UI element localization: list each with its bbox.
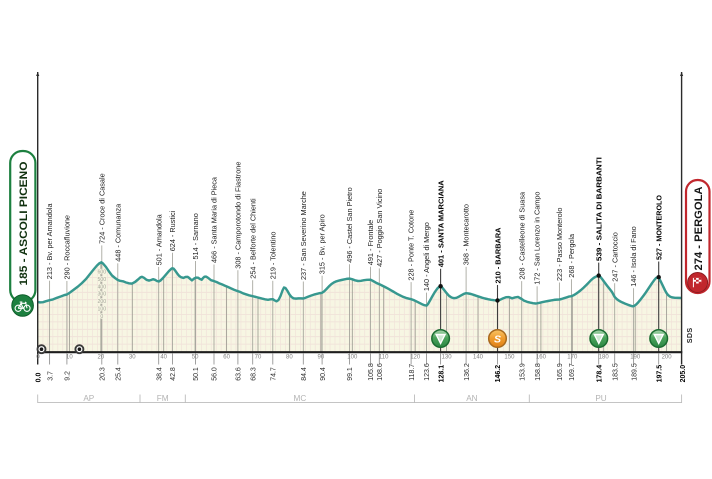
svg-text:448 - Comunanza: 448 - Comunanza bbox=[113, 203, 122, 262]
svg-text:308 - Camporotondo di Fiastron: 308 - Camporotondo di Fiastrone bbox=[234, 162, 243, 269]
svg-text:S: S bbox=[494, 333, 501, 345]
svg-text:290 - Roccafluvione: 290 - Roccafluvione bbox=[63, 215, 72, 280]
svg-text:30: 30 bbox=[129, 355, 136, 361]
svg-text:172 - San Lorenzo in Campo: 172 - San Lorenzo in Campo bbox=[533, 192, 542, 285]
svg-text:491 - Frontale: 491 - Frontale bbox=[366, 220, 375, 265]
svg-text:158.8: 158.8 bbox=[535, 363, 542, 381]
svg-text:219 - Tolentino: 219 - Tolentino bbox=[268, 232, 277, 280]
svg-text:401 - SANTA MARCIANA: 401 - SANTA MARCIANA bbox=[437, 180, 446, 268]
svg-text:118.7: 118.7 bbox=[409, 364, 416, 381]
svg-text:56.0: 56.0 bbox=[212, 367, 219, 381]
svg-text:501 - Amandola: 501 - Amandola bbox=[154, 213, 163, 265]
svg-text:105.8: 105.8 bbox=[368, 363, 375, 381]
svg-text:514 - Sarnano: 514 - Sarnano bbox=[191, 213, 200, 259]
svg-text:527 - MONTEROLO: 527 - MONTEROLO bbox=[655, 195, 664, 260]
svg-text:42.8: 42.8 bbox=[170, 367, 177, 381]
svg-text:190: 190 bbox=[630, 355, 641, 361]
svg-text:223 - Passo Monterolo: 223 - Passo Monterolo bbox=[555, 208, 564, 281]
svg-text:496 - Castel San Pietro: 496 - Castel San Pietro bbox=[345, 187, 354, 262]
svg-text:20: 20 bbox=[98, 355, 105, 361]
svg-text:25.4: 25.4 bbox=[116, 367, 123, 381]
svg-text:123.6: 123.6 bbox=[424, 363, 431, 381]
svg-text:50.1: 50.1 bbox=[193, 367, 200, 381]
svg-text:228 - Ponte T. Cotone: 228 - Ponte T. Cotone bbox=[407, 210, 416, 281]
svg-text:724 - Croce di Casale: 724 - Croce di Casale bbox=[97, 173, 106, 244]
svg-text:60: 60 bbox=[223, 355, 230, 361]
svg-text:160: 160 bbox=[536, 355, 547, 361]
svg-text:80: 80 bbox=[286, 355, 293, 361]
svg-text:0.0: 0.0 bbox=[36, 373, 43, 383]
svg-text:99.1: 99.1 bbox=[347, 367, 354, 381]
svg-text:110: 110 bbox=[379, 355, 389, 361]
svg-text:500: 500 bbox=[97, 277, 106, 283]
svg-text:9.2: 9.2 bbox=[65, 371, 72, 381]
svg-text:624 - Rustici: 624 - Rustici bbox=[168, 210, 177, 251]
svg-text:300: 300 bbox=[97, 292, 106, 298]
svg-text:AP: AP bbox=[83, 394, 94, 403]
svg-text:237 - San Severino Marche: 237 - San Severino Marche bbox=[299, 191, 308, 280]
svg-text:136.2: 136.2 bbox=[464, 363, 471, 381]
svg-text:68.3: 68.3 bbox=[250, 367, 257, 381]
svg-text:MC: MC bbox=[294, 394, 307, 403]
svg-text:213 - Bv. per Amandola: 213 - Bv. per Amandola bbox=[45, 203, 54, 280]
svg-text:130: 130 bbox=[442, 355, 453, 361]
svg-text:100: 100 bbox=[97, 307, 106, 313]
svg-text:268 - Pergola: 268 - Pergola bbox=[567, 233, 576, 278]
svg-text:208 - Castelleone di Suasa: 208 - Castelleone di Suasa bbox=[517, 191, 526, 280]
svg-text:150: 150 bbox=[504, 355, 515, 361]
svg-text:210 - BARBARA: 210 - BARBARA bbox=[493, 227, 502, 284]
svg-text:38.4: 38.4 bbox=[156, 367, 163, 381]
svg-text:274 - PERGOLA: 274 - PERGOLA bbox=[693, 187, 705, 271]
svg-text:0: 0 bbox=[36, 355, 40, 361]
svg-text:140 - Angeli di Mergo: 140 - Angeli di Mergo bbox=[422, 222, 431, 291]
svg-text:180: 180 bbox=[599, 355, 610, 361]
svg-text:600: 600 bbox=[97, 270, 106, 276]
svg-text:70: 70 bbox=[255, 355, 262, 361]
svg-text:AN: AN bbox=[466, 394, 477, 403]
svg-text:200: 200 bbox=[97, 299, 106, 305]
svg-text:84.4: 84.4 bbox=[301, 367, 308, 381]
svg-text:63.6: 63.6 bbox=[236, 367, 243, 381]
svg-text:165.9: 165.9 bbox=[557, 363, 564, 381]
svg-text:120: 120 bbox=[410, 355, 421, 361]
svg-text:20.3: 20.3 bbox=[100, 367, 107, 381]
svg-text:185 - ASCOLI PICENO: 185 - ASCOLI PICENO bbox=[18, 161, 30, 285]
svg-text:200: 200 bbox=[662, 355, 673, 361]
svg-text:178.4: 178.4 bbox=[596, 365, 603, 383]
svg-text:400: 400 bbox=[97, 284, 106, 290]
svg-text:427 - Poggio San Vicino: 427 - Poggio San Vicino bbox=[375, 189, 384, 267]
svg-text:40: 40 bbox=[160, 355, 167, 361]
svg-text:90.4: 90.4 bbox=[320, 367, 327, 381]
svg-text:100: 100 bbox=[347, 355, 358, 361]
svg-text:169.7: 169.7 bbox=[569, 363, 576, 381]
svg-text:140: 140 bbox=[473, 355, 484, 361]
svg-text:183.5: 183.5 bbox=[612, 363, 619, 381]
svg-text:128.1: 128.1 bbox=[438, 365, 445, 383]
svg-text:108.6: 108.6 bbox=[377, 363, 384, 381]
svg-text:315 - Bv. per Apiro: 315 - Bv. per Apiro bbox=[318, 214, 327, 274]
svg-text:197.5: 197.5 bbox=[656, 365, 663, 383]
svg-text:205.0: 205.0 bbox=[680, 365, 687, 383]
svg-text:10: 10 bbox=[66, 355, 73, 361]
svg-text:PU: PU bbox=[595, 394, 606, 403]
svg-text:539 - SALITA DI BARBANTI: 539 - SALITA DI BARBANTI bbox=[595, 157, 604, 261]
svg-text:153.9: 153.9 bbox=[519, 363, 526, 381]
svg-text:368 - Montecarotto: 368 - Montecarotto bbox=[462, 204, 471, 265]
svg-text:189.5: 189.5 bbox=[631, 363, 638, 381]
svg-text:466 - Santa Maria di Pieca: 466 - Santa Maria di Pieca bbox=[210, 176, 219, 263]
svg-text:0: 0 bbox=[100, 314, 103, 320]
svg-text:90: 90 bbox=[318, 355, 325, 361]
svg-text:170: 170 bbox=[567, 355, 578, 361]
svg-text:254 - Belforte del Chienti: 254 - Belforte del Chienti bbox=[248, 198, 257, 279]
svg-text:146.2: 146.2 bbox=[495, 365, 502, 383]
svg-text:74.7: 74.7 bbox=[271, 367, 278, 381]
svg-text:3.7: 3.7 bbox=[47, 371, 54, 381]
svg-text:FM: FM bbox=[157, 394, 169, 403]
svg-text:247 - Cartoccio: 247 - Cartoccio bbox=[610, 232, 619, 281]
svg-text:146 - Isola di Fano: 146 - Isola di Fano bbox=[629, 226, 638, 286]
svg-text:SDS: SDS bbox=[685, 328, 694, 344]
